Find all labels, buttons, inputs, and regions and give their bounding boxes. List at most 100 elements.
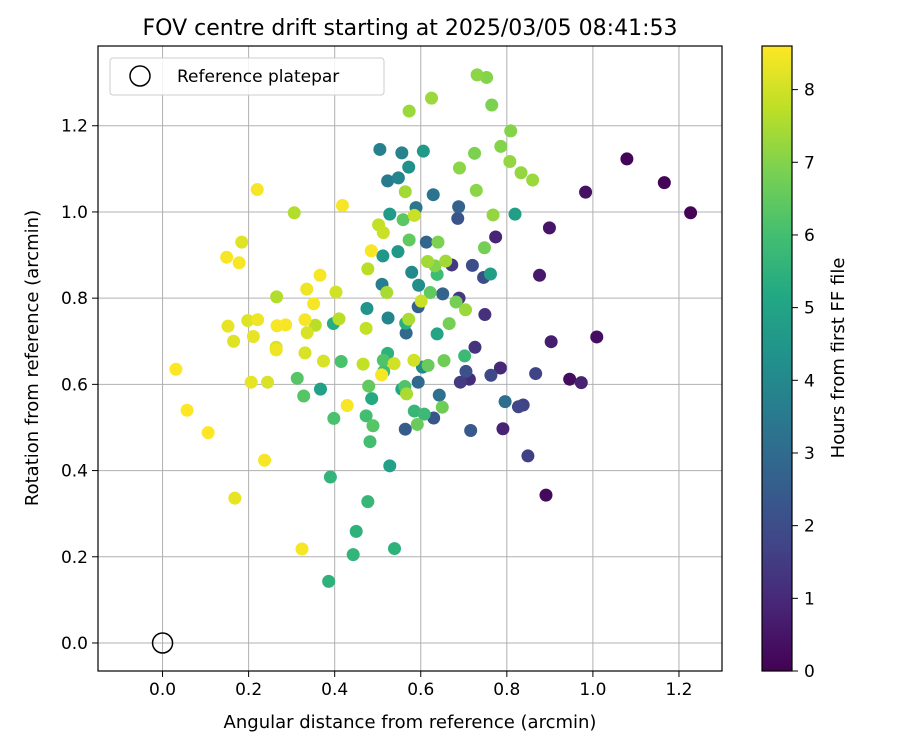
- data-point: [579, 185, 593, 199]
- legend-label: Reference platepar: [177, 67, 339, 87]
- x-tick-label: 1.2: [665, 680, 692, 700]
- data-point: [511, 400, 525, 414]
- data-point: [381, 174, 395, 188]
- data-point: [269, 343, 283, 357]
- data-point: [458, 349, 472, 363]
- scatter-points: [169, 68, 698, 588]
- data-point: [469, 183, 483, 197]
- data-point: [421, 358, 435, 372]
- data-point: [349, 524, 363, 538]
- data-point: [329, 285, 343, 299]
- data-point: [279, 318, 293, 332]
- data-point: [359, 321, 373, 335]
- data-point: [359, 409, 373, 423]
- data-point: [539, 488, 553, 502]
- data-point: [407, 404, 421, 418]
- data-point: [574, 376, 588, 390]
- colorbar-tick-label: 1: [804, 589, 815, 609]
- data-point: [435, 400, 449, 414]
- data-point: [419, 235, 433, 249]
- data-point: [300, 282, 314, 296]
- data-point: [400, 387, 414, 401]
- y-tick-label: 0.2: [61, 548, 88, 568]
- data-point: [388, 542, 402, 556]
- data-point: [452, 161, 466, 175]
- data-point: [464, 423, 478, 437]
- data-point: [496, 422, 510, 436]
- data-point: [398, 185, 412, 199]
- data-point: [423, 286, 437, 300]
- data-point: [504, 124, 518, 138]
- data-point: [402, 160, 416, 174]
- data-point: [402, 233, 416, 247]
- x-axis-title: Angular distance from reference (arcmin): [224, 712, 597, 733]
- data-point: [485, 98, 499, 112]
- data-point: [373, 142, 387, 156]
- colorbar-tick-label: 0: [804, 662, 815, 682]
- data-point: [399, 326, 413, 340]
- data-point: [542, 221, 556, 235]
- legend-marker-icon: [129, 65, 151, 87]
- data-point: [387, 357, 401, 371]
- data-point: [421, 255, 435, 269]
- data-point: [323, 470, 337, 484]
- x-tick-label: 0.6: [407, 680, 434, 700]
- data-point: [317, 354, 331, 368]
- data-point: [521, 449, 535, 463]
- data-point: [417, 407, 431, 421]
- data-point: [270, 290, 284, 304]
- data-point: [529, 367, 543, 381]
- data-point: [298, 313, 312, 327]
- data-point: [340, 398, 354, 412]
- data-point: [220, 250, 234, 264]
- data-point: [383, 459, 397, 473]
- data-point: [470, 68, 484, 82]
- legend-box: [109, 57, 385, 96]
- data-point: [381, 311, 395, 325]
- data-point: [414, 294, 428, 308]
- data-point: [544, 335, 558, 349]
- data-point: [439, 254, 453, 268]
- data-point: [297, 389, 311, 403]
- data-point: [244, 375, 258, 389]
- data-point: [410, 417, 424, 431]
- data-point: [590, 330, 604, 344]
- data-point: [465, 258, 479, 272]
- data-point: [250, 183, 264, 197]
- data-point: [322, 574, 336, 588]
- data-point: [468, 146, 482, 160]
- data-point: [484, 368, 498, 382]
- data-point: [449, 295, 463, 309]
- colorbar-tick-label: 7: [804, 153, 815, 173]
- chart-title: FOV centre drift starting at 2025/03/05 …: [143, 16, 678, 41]
- data-point: [228, 491, 242, 505]
- colorbar-ticks: 0 1 2 3 4 5 6 7 8: [792, 81, 815, 682]
- data-point: [366, 419, 380, 433]
- data-point: [300, 326, 314, 340]
- data-point: [620, 152, 634, 166]
- x-tick-label: 0.0: [149, 680, 176, 700]
- data-point: [442, 317, 456, 331]
- y-tick-label: 1.2: [61, 117, 88, 137]
- data-point: [396, 213, 410, 227]
- data-point: [402, 312, 416, 326]
- data-point: [298, 346, 312, 360]
- data-point: [563, 372, 577, 386]
- data-point: [180, 403, 194, 417]
- data-point: [489, 230, 503, 244]
- data-point: [478, 308, 492, 322]
- data-point: [364, 244, 378, 258]
- data-point: [412, 278, 426, 292]
- data-point: [411, 375, 425, 389]
- reference-platepar-marker: [151, 632, 174, 654]
- data-point: [459, 303, 473, 317]
- data-point: [395, 146, 409, 160]
- x-tick-label: 0.2: [235, 680, 262, 700]
- data-point: [235, 235, 249, 249]
- data-point: [334, 355, 348, 369]
- colorbar-tick-label: 8: [804, 81, 815, 101]
- data-point: [432, 388, 446, 402]
- y-tick-label: 0.4: [61, 462, 88, 482]
- data-point: [452, 200, 466, 214]
